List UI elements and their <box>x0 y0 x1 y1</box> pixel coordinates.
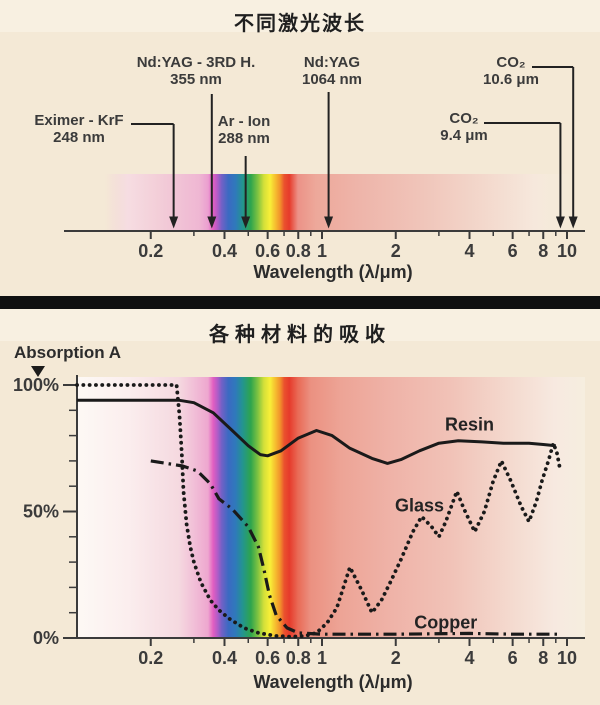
x-tick-label: 10 <box>557 241 577 261</box>
x-tick-label: 1 <box>317 241 327 261</box>
spectrum-band <box>90 174 585 231</box>
marker-value: 10.6 μm <box>483 71 539 89</box>
curve-label-resin: Resin <box>444 414 495 435</box>
panel2-x-axis-title: Wavelength (λ/μm) <box>253 672 413 692</box>
x-tick-label: 8 <box>538 648 548 668</box>
laser-arrowhead <box>568 216 578 229</box>
marker-name: Nd:YAG <box>303 54 361 71</box>
glass-curve <box>75 383 563 639</box>
x-tick-label: 0.2 <box>138 241 163 261</box>
marker-label-ndyag-1064: Nd:YAG 1064 nm <box>302 54 362 89</box>
marker-label-ar-ion: Ar - Ion 288 nm <box>218 113 271 148</box>
panel1-title: 不同激光波长 <box>234 13 366 35</box>
x-tick-label: 1 <box>317 648 327 668</box>
marker-label-co2-106: CO₂ 10.6 μm <box>483 54 539 89</box>
laser-arrowhead <box>207 216 217 229</box>
laser-wavelength-chart: 0.2 0.4 0.6 0.8 1 2 4 6 8 10 <box>64 66 585 261</box>
x-tick-label: 6 <box>508 241 518 261</box>
panel2-title-strip <box>0 309 600 341</box>
curve-label-copper: Copper <box>414 612 478 633</box>
marker-label-eximer-krf: Eximer - KrF 248 nm <box>34 112 123 147</box>
x-tick-label: 8 <box>538 241 548 261</box>
x-tick-label: 0.6 <box>255 241 280 261</box>
laser-arrowhead <box>324 216 334 229</box>
marker-value: 355 nm <box>170 71 222 89</box>
marker-name: Ar - Ion <box>217 113 271 130</box>
marker-name: CO₂ <box>496 54 526 71</box>
marker-name: Eximer - KrF <box>34 112 124 129</box>
copper-curve <box>150 459 560 636</box>
x-tick-label: 4 <box>464 648 474 668</box>
panel1-x-axis-title: Wavelength (λ/μm) <box>253 262 413 282</box>
x-tick-label: 4 <box>464 241 474 261</box>
down-arrow-icon <box>31 366 45 377</box>
marker-value: 248 nm <box>53 129 105 147</box>
panel-divider <box>0 296 600 309</box>
x-tick-label: 2 <box>391 648 401 668</box>
x-tick-label: 0.8 <box>286 241 311 261</box>
laser-arrowhead <box>555 216 565 229</box>
marker-value: 1064 nm <box>301 71 363 89</box>
marker-label-ndyag-3rd: Nd:YAG - 3RD H. 355 nm <box>137 54 256 89</box>
absorption-chart: 100% 50% 0% 0.2 0.4 0.6 0.8 1 2 4 6 8 10 <box>13 375 585 668</box>
laser-arrowhead <box>241 216 251 229</box>
y-axis-title: Absorption A <box>14 343 122 362</box>
spectrum-band <box>77 377 585 638</box>
marker-name: Nd:YAG - 3RD H. <box>136 54 256 71</box>
x-tick-label: 0.4 <box>212 241 237 261</box>
x-tick-label: 6 <box>508 648 518 668</box>
resin-curve <box>77 398 556 465</box>
x-tick-label: 0.6 <box>255 648 280 668</box>
x-tick-label: 0.8 <box>286 648 311 668</box>
marker-value: 288 nm <box>218 130 270 148</box>
x-tick-label: 2 <box>391 241 401 261</box>
y-tick-label: 100% <box>13 375 59 395</box>
marker-value: 9.4 μm <box>440 127 488 145</box>
marker-label-co2-94: CO₂ 9.4 μm <box>440 110 488 145</box>
panel2-title: 各种材料的吸收 <box>209 324 391 346</box>
curve-label-glass: Glass <box>394 495 445 516</box>
x-tick-label: 10 <box>557 648 577 668</box>
laser-arrowhead <box>169 216 179 229</box>
absorption-panel: 各种材料的吸收 Absorption A 100% 50% 0% 0.2 0.4 0.6 0… <box>0 309 600 705</box>
panel1-title-strip <box>0 0 600 32</box>
y-tick-label: 50% <box>23 502 59 522</box>
marker-name: CO₂ <box>449 110 479 127</box>
y-tick-label: 0% <box>33 628 59 648</box>
x-tick-label: 0.4 <box>212 648 237 668</box>
x-tick-label: 0.2 <box>138 648 163 668</box>
laser-wavelength-panel: 不同激光波长 0.2 0.4 0.6 0.8 1 2 4 6 8 10 Eximer - KrF … <box>0 0 600 296</box>
